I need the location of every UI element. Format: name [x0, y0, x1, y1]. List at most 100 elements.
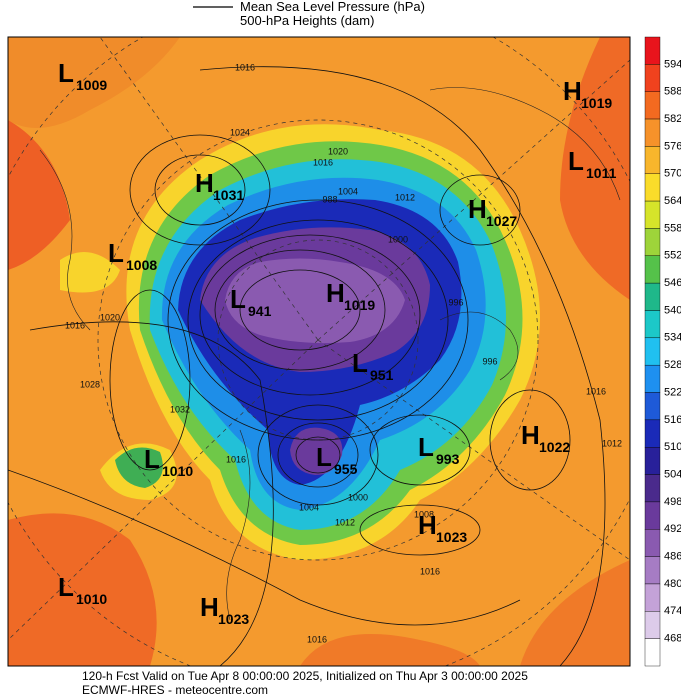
center-value: 1027	[486, 213, 517, 229]
colorbar-cell	[644, 64, 661, 92]
map-frame	[7, 36, 631, 667]
contour-label: 1008	[414, 509, 434, 519]
center-value: 1019	[581, 95, 612, 111]
center-letter: L	[230, 284, 246, 314]
contour-label: 1016	[313, 157, 333, 167]
colorbar-label: 546	[664, 277, 681, 289]
footer-line: 120-h Fcst Valid on Tue Apr 8 00:00:00 2…	[82, 669, 528, 683]
contour-label: 996	[448, 297, 463, 307]
colorbar-label: 540	[664, 304, 681, 316]
colorbar-label: 468	[664, 633, 681, 645]
colorbar-label: 582	[664, 113, 681, 125]
colorbar-cell	[644, 447, 661, 475]
colorbar-cell	[644, 118, 661, 147]
center-value: 1022	[539, 439, 570, 455]
center-letter: H	[326, 278, 345, 308]
contour-label: 988	[322, 194, 337, 204]
pressure-center: H 1031	[195, 168, 244, 203]
colorbar-label: 564	[664, 195, 681, 207]
pressure-center: L 951	[352, 348, 394, 383]
center-letter: L	[568, 146, 584, 176]
colorbar-cell	[644, 583, 661, 612]
colorbar-label: 474	[664, 605, 681, 617]
colorbar-label: 576	[664, 140, 681, 152]
contour-label: 1020	[328, 146, 348, 156]
colorbar-label: 534	[664, 332, 681, 344]
pressure-center: L 1011	[568, 146, 617, 181]
center-value: 1019	[344, 297, 375, 313]
colorbar-cell	[644, 501, 661, 530]
contour-label: 1012	[395, 192, 415, 202]
center-value: 1010	[76, 591, 107, 607]
pressure-center: L 1010	[144, 444, 193, 479]
legend-item: Mean Sea Level Pressure (hPa)	[240, 0, 425, 14]
contour-label: 1032	[170, 404, 190, 414]
center-letter: L	[58, 572, 74, 602]
map-area: 1016102410201016100410121000996101610201…	[8, 37, 630, 666]
center-value: 1023	[218, 611, 249, 627]
center-letter: L	[316, 442, 332, 472]
colorbar: 594 588 582 576 570 564 558 552 546 540 534 528 522 5…	[644, 36, 681, 667]
colorbar-cell	[644, 146, 661, 174]
pressure-center: H 1027	[468, 194, 517, 229]
colorbar-label: 552	[664, 250, 681, 262]
colorbar-label: 498	[664, 496, 681, 508]
colorbar-cell	[644, 611, 661, 639]
center-letter: H	[468, 194, 487, 224]
colorbar-label: 558	[664, 222, 681, 234]
colorbar-cell	[644, 419, 661, 448]
center-value: 1008	[126, 257, 157, 273]
contour-label: 1012	[602, 438, 622, 448]
center-value: 1009	[76, 77, 107, 93]
footer-line: ECMWF-HRES - meteocentre.com	[82, 683, 268, 697]
contour-label: 1004	[299, 502, 319, 512]
colorbar-label: 480	[664, 578, 681, 590]
pressure-center: L 1009	[58, 58, 107, 93]
center-value: 1023	[436, 529, 467, 545]
colorbar-label: 522	[664, 386, 681, 398]
contour-label: 1024	[230, 127, 250, 137]
colorbar-label: 594	[664, 58, 681, 70]
pressure-center: H 1023	[200, 592, 249, 627]
contour-label: 1016	[226, 454, 246, 464]
pressure-center: L 1008	[108, 238, 157, 273]
colorbar-label: 504	[664, 468, 681, 480]
colorbar-label: 570	[664, 168, 681, 180]
contour-label: 1000	[348, 492, 368, 502]
colorbar-label: 516	[664, 414, 681, 426]
colorbar-cell	[644, 529, 661, 557]
center-value: 951	[370, 367, 394, 383]
pressure-center: L 955	[316, 442, 358, 477]
center-value: 993	[436, 451, 460, 467]
contour-label: 1028	[80, 379, 100, 389]
pressure-center: H 1023	[418, 510, 467, 545]
colorbar-cell	[644, 392, 661, 421]
colorbar-cell	[644, 474, 661, 503]
center-letter: L	[144, 444, 160, 474]
contour-label: 1012	[335, 517, 355, 527]
colorbar-label: 588	[664, 86, 681, 98]
contour-label: 996	[482, 356, 497, 366]
pressure-center: L 1010	[58, 572, 107, 607]
center-letter: L	[58, 58, 74, 88]
colorbar-label: 486	[664, 551, 681, 563]
center-value: 1031	[213, 187, 244, 203]
center-letter: L	[418, 432, 434, 462]
center-value: 941	[248, 303, 272, 319]
colorbar-cell	[644, 91, 661, 120]
center-letter: H	[563, 76, 582, 106]
center-letter: H	[200, 592, 219, 622]
colorbar-cell	[644, 556, 661, 585]
pressure-center: H 1022	[521, 420, 570, 455]
colorbar-cell	[644, 173, 661, 202]
center-value: 1010	[162, 463, 193, 479]
pressure-center: L 993	[418, 432, 460, 467]
pressure-center: H 1019	[326, 278, 375, 313]
legend: Mean Sea Level Pressure (hPa) 500-hPa He…	[193, 0, 425, 28]
contour-label: 1016	[420, 566, 440, 576]
pressure-center: L 941	[230, 284, 272, 319]
colorbar-cell	[644, 337, 661, 366]
contour-label: 1016	[65, 320, 85, 330]
center-value: 955	[334, 461, 358, 477]
